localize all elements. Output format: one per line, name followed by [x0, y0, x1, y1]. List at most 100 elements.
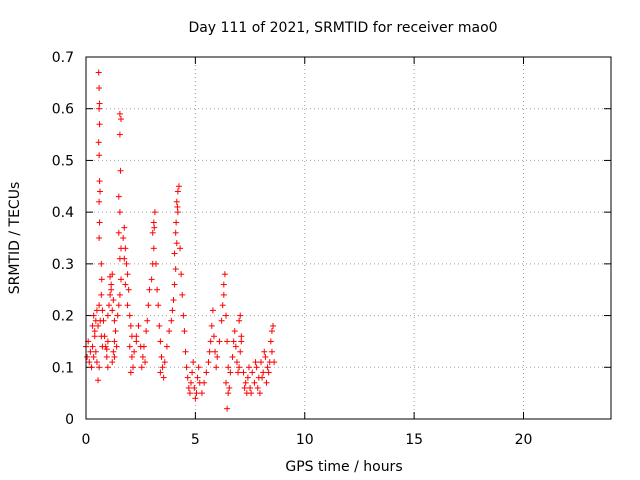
data-point — [254, 384, 261, 391]
data-point — [190, 359, 197, 366]
data-point — [120, 235, 127, 241]
data-point — [160, 374, 167, 381]
y-axis-label: SRMTID / TECUs — [7, 182, 23, 295]
data-point — [101, 333, 108, 340]
data-point — [168, 317, 175, 324]
data-point — [118, 276, 124, 283]
x-tick-label: 5 — [191, 432, 200, 448]
data-point — [226, 384, 233, 391]
data-point — [87, 348, 94, 355]
data-point — [207, 338, 214, 345]
data-point — [127, 322, 134, 329]
data-point — [262, 353, 269, 360]
data-point — [241, 384, 248, 391]
data-point — [116, 131, 123, 138]
data-point — [205, 359, 212, 366]
data-point — [95, 322, 102, 329]
data-point — [96, 121, 103, 128]
data-point — [180, 312, 187, 319]
data-point — [143, 328, 150, 335]
data-point — [110, 348, 117, 355]
data-point — [95, 377, 102, 384]
data-point — [268, 348, 275, 355]
data-point — [253, 364, 260, 371]
data-point — [103, 353, 110, 360]
data-point — [173, 198, 180, 205]
data-point — [238, 333, 245, 340]
data-point — [169, 307, 176, 314]
data-point — [104, 364, 111, 371]
data-point — [86, 359, 93, 366]
data-point — [219, 302, 226, 309]
data-point — [264, 364, 271, 371]
data-point — [96, 302, 103, 309]
data-point — [218, 317, 225, 324]
data-point — [115, 193, 122, 200]
data-point — [170, 297, 177, 304]
data-point — [151, 209, 158, 216]
data-point — [175, 183, 182, 190]
data-point — [97, 188, 103, 195]
data-point — [237, 348, 244, 355]
data-point — [179, 291, 186, 298]
data-point — [174, 203, 181, 210]
data-point — [140, 343, 147, 350]
data-point — [227, 369, 234, 376]
data-point — [242, 379, 249, 386]
data-point — [157, 338, 164, 345]
data-point — [244, 374, 251, 381]
data-point — [112, 328, 119, 335]
data-point — [252, 359, 259, 366]
data-point — [95, 69, 102, 76]
plot-frame — [85, 56, 612, 420]
y-tick-labels: 0 0.1 0.2 0.3 0.4 0.5 0.6 0.7 — [52, 50, 74, 428]
data-point — [195, 364, 202, 371]
data-point — [92, 348, 99, 355]
data-point — [89, 322, 96, 329]
data-point — [270, 322, 277, 329]
data-point — [236, 317, 243, 324]
data-point — [109, 307, 116, 314]
data-point — [96, 235, 103, 241]
y-tick-label: 0.2 — [52, 309, 74, 325]
data-point — [261, 348, 268, 355]
x-tick-label: 10 — [296, 432, 314, 448]
y-tick-label: 0.7 — [52, 50, 74, 66]
data-point — [145, 302, 152, 309]
y-tick-label: 0.1 — [52, 360, 74, 376]
data-point — [182, 348, 189, 355]
data-point — [184, 374, 191, 381]
data-point — [96, 219, 103, 226]
data-point — [130, 364, 137, 371]
data-point — [193, 390, 200, 397]
data-point — [108, 286, 115, 293]
data-point — [93, 359, 100, 366]
data-point — [104, 338, 111, 345]
data-point — [121, 255, 128, 262]
data-point — [96, 100, 103, 107]
data-point — [198, 390, 205, 397]
x-axis-label: GPS time / hours — [285, 459, 402, 475]
data-point — [113, 343, 120, 350]
data-point — [116, 291, 123, 298]
data-point — [223, 379, 229, 386]
data-point — [251, 379, 258, 386]
data-point — [148, 276, 155, 283]
data-point — [233, 359, 240, 366]
data-point — [225, 364, 232, 371]
y-tick-label: 0.4 — [52, 205, 74, 221]
data-point — [98, 291, 105, 298]
data-point — [177, 245, 184, 252]
data-point — [123, 260, 130, 267]
data-point — [224, 338, 231, 345]
data-point — [115, 229, 122, 236]
data-point — [208, 322, 215, 329]
data-point — [186, 390, 193, 397]
data-point — [214, 353, 221, 360]
data-point — [155, 302, 162, 309]
data-point — [128, 353, 135, 360]
data-point — [109, 359, 116, 366]
data-point — [212, 348, 219, 355]
data-point — [181, 328, 188, 335]
